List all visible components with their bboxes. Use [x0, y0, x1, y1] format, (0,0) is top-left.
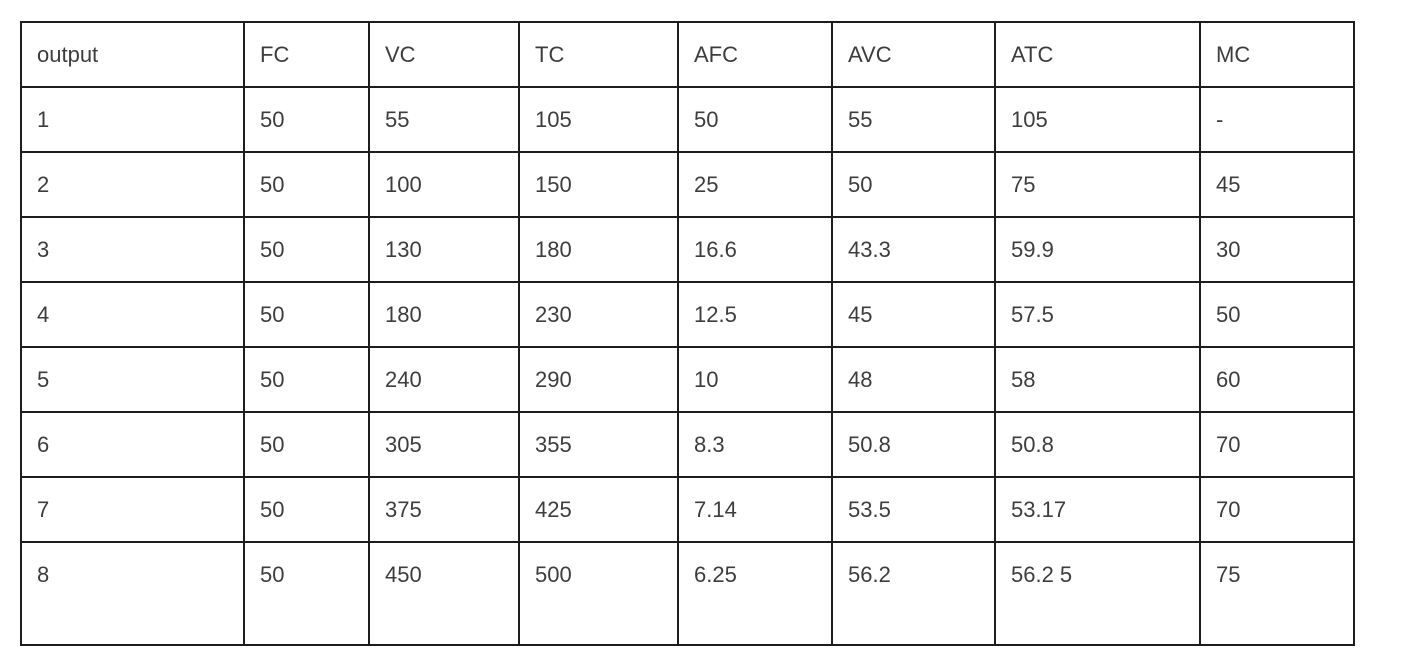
cell-atc: 56.2 5 — [994, 541, 1201, 646]
column-header-tc: TC — [518, 21, 679, 88]
cell-avc: 48 — [831, 346, 996, 413]
cell-mc: 70 — [1199, 476, 1355, 543]
column-header-atc: ATC — [994, 21, 1201, 88]
cell-avc: 50 — [831, 151, 996, 218]
cell-afc: 12.5 — [677, 281, 833, 348]
cell-afc: 10 — [677, 346, 833, 413]
cell-vc: 305 — [368, 411, 520, 478]
table-row: 2 50 100 150 25 50 75 45 — [20, 151, 1355, 218]
cell-vc: 375 — [368, 476, 520, 543]
cell-output: 4 — [20, 281, 245, 348]
cell-tc: 355 — [518, 411, 679, 478]
cell-tc: 425 — [518, 476, 679, 543]
cell-avc: 45 — [831, 281, 996, 348]
cell-output: 1 — [20, 86, 245, 153]
cell-tc: 150 — [518, 151, 679, 218]
cell-atc: 75 — [994, 151, 1201, 218]
cell-fc: 50 — [243, 541, 370, 646]
cell-avc: 55 — [831, 86, 996, 153]
table-header-row: output FC VC TC AFC AVC ATC MC — [20, 21, 1355, 88]
table-row: 1 50 55 105 50 55 105 - — [20, 86, 1355, 153]
cell-afc: 8.3 — [677, 411, 833, 478]
cell-fc: 50 — [243, 86, 370, 153]
column-header-avc: AVC — [831, 21, 996, 88]
table-row: 4 50 180 230 12.5 45 57.5 50 — [20, 281, 1355, 348]
cell-atc: 105 — [994, 86, 1201, 153]
cell-output: 6 — [20, 411, 245, 478]
cell-mc: 75 — [1199, 541, 1355, 646]
cell-tc: 180 — [518, 216, 679, 283]
cell-vc: 130 — [368, 216, 520, 283]
cell-mc: 60 — [1199, 346, 1355, 413]
cell-vc: 450 — [368, 541, 520, 646]
cell-fc: 50 — [243, 281, 370, 348]
cell-atc: 57.5 — [994, 281, 1201, 348]
cell-avc: 43.3 — [831, 216, 996, 283]
cell-fc: 50 — [243, 346, 370, 413]
cell-output: 2 — [20, 151, 245, 218]
cost-table: output FC VC TC AFC AVC ATC MC 1 50 55 1… — [20, 21, 1355, 646]
cell-fc: 50 — [243, 151, 370, 218]
cell-avc: 53.5 — [831, 476, 996, 543]
cell-vc: 240 — [368, 346, 520, 413]
cell-afc: 25 — [677, 151, 833, 218]
cell-fc: 50 — [243, 216, 370, 283]
table-row: 5 50 240 290 10 48 58 60 — [20, 346, 1355, 413]
cell-tc: 500 — [518, 541, 679, 646]
table-row: 8 50 450 500 6.25 56.2 56.2 5 75 — [20, 541, 1355, 646]
table-row: 3 50 130 180 16.6 43.3 59.9 30 — [20, 216, 1355, 283]
cell-vc: 55 — [368, 86, 520, 153]
cell-atc: 53.17 — [994, 476, 1201, 543]
cell-afc: 16.6 — [677, 216, 833, 283]
cell-afc: 7.14 — [677, 476, 833, 543]
cell-output: 3 — [20, 216, 245, 283]
cell-mc: 70 — [1199, 411, 1355, 478]
cell-atc: 58 — [994, 346, 1201, 413]
cell-atc: 59.9 — [994, 216, 1201, 283]
column-header-mc: MC — [1199, 21, 1355, 88]
cell-output: 5 — [20, 346, 245, 413]
cell-fc: 50 — [243, 476, 370, 543]
column-header-fc: FC — [243, 21, 370, 88]
cell-tc: 105 — [518, 86, 679, 153]
table-row: 7 50 375 425 7.14 53.5 53.17 70 — [20, 476, 1355, 543]
cell-mc: 30 — [1199, 216, 1355, 283]
cell-vc: 100 — [368, 151, 520, 218]
cell-output: 8 — [20, 541, 245, 646]
cell-mc: 50 — [1199, 281, 1355, 348]
cell-tc: 290 — [518, 346, 679, 413]
cell-mc: 45 — [1199, 151, 1355, 218]
cell-avc: 56.2 — [831, 541, 996, 646]
cell-mc: - — [1199, 86, 1355, 153]
cell-afc: 6.25 — [677, 541, 833, 646]
cell-afc: 50 — [677, 86, 833, 153]
table-row: 6 50 305 355 8.3 50.8 50.8 70 — [20, 411, 1355, 478]
cell-atc: 50.8 — [994, 411, 1201, 478]
cell-vc: 180 — [368, 281, 520, 348]
cell-tc: 230 — [518, 281, 679, 348]
cell-avc: 50.8 — [831, 411, 996, 478]
cell-output: 7 — [20, 476, 245, 543]
column-header-vc: VC — [368, 21, 520, 88]
column-header-afc: AFC — [677, 21, 833, 88]
cell-fc: 50 — [243, 411, 370, 478]
column-header-output: output — [20, 21, 245, 88]
